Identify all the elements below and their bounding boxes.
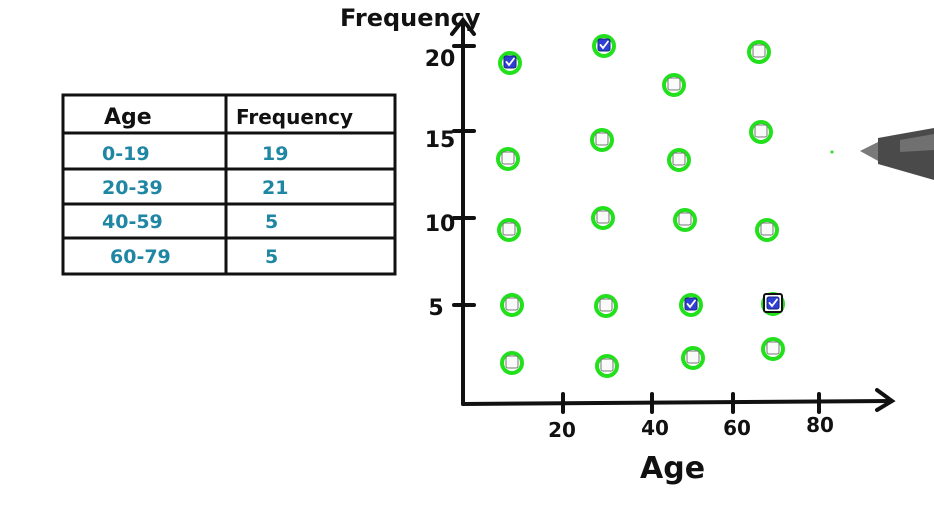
checkbox-icon bbox=[667, 77, 681, 91]
checkbox-icon bbox=[686, 350, 700, 364]
answer-checkbox[interactable] bbox=[667, 148, 691, 172]
answer-checkbox[interactable] bbox=[761, 337, 785, 361]
table-cell: 5 bbox=[265, 246, 278, 268]
answer-checkbox[interactable] bbox=[500, 351, 524, 375]
table-header-frequency: Frequency bbox=[236, 105, 353, 129]
answer-checkbox[interactable] bbox=[755, 218, 779, 242]
checkbox-icon bbox=[760, 222, 774, 236]
checkbox-icon bbox=[678, 212, 692, 226]
checkbox-icon bbox=[502, 222, 516, 236]
check-mark-icon bbox=[686, 299, 696, 309]
checkbox-icon bbox=[672, 152, 686, 166]
checkbox-icon bbox=[600, 358, 614, 372]
y-axis-title: Frequency bbox=[340, 4, 481, 32]
check-mark-icon bbox=[768, 298, 778, 308]
answer-checkbox[interactable] bbox=[662, 73, 686, 97]
plot-axes bbox=[450, 16, 896, 414]
checkbox-icon bbox=[752, 44, 766, 58]
answer-checkbox[interactable] bbox=[761, 292, 785, 316]
pen-icon bbox=[830, 128, 934, 180]
checkbox-icon bbox=[505, 297, 519, 311]
table-cell: 5 bbox=[265, 211, 278, 233]
y-tick-label: 15 bbox=[425, 128, 456, 153]
answer-checkbox[interactable] bbox=[594, 294, 618, 318]
checkbox-icon bbox=[599, 298, 613, 312]
x-tick-label: 80 bbox=[806, 413, 834, 437]
checkbox-icon bbox=[754, 124, 768, 138]
checkbox-icon bbox=[766, 341, 780, 355]
table-cell: 60-79 bbox=[110, 246, 171, 268]
checkbox-icon bbox=[501, 151, 515, 165]
check-mark-icon bbox=[505, 57, 515, 67]
y-tick-label: 20 bbox=[425, 47, 456, 72]
x-tick-label: 40 bbox=[641, 416, 669, 440]
answer-checkbox[interactable] bbox=[681, 346, 705, 370]
check-mark-icon bbox=[599, 40, 609, 50]
checkbox-icon bbox=[596, 210, 610, 224]
x-tick-label: 60 bbox=[723, 416, 751, 440]
answer-options bbox=[496, 34, 785, 378]
answer-checkbox[interactable] bbox=[592, 34, 616, 58]
frequency-table bbox=[61, 93, 397, 276]
answer-checkbox[interactable] bbox=[498, 51, 522, 75]
table-header-age: Age bbox=[104, 105, 152, 130]
y-tick-label: 10 bbox=[425, 212, 456, 237]
table-cell: 20-39 bbox=[102, 177, 163, 199]
table-cell: 19 bbox=[262, 143, 288, 165]
answer-checkbox[interactable] bbox=[496, 147, 520, 171]
answer-checkbox[interactable] bbox=[590, 128, 614, 152]
answer-checkbox[interactable] bbox=[679, 293, 703, 317]
x-axis-title: Age bbox=[640, 451, 705, 486]
table-cell: 40-59 bbox=[102, 211, 163, 233]
table-cell: 0-19 bbox=[102, 143, 150, 165]
y-tick-label: 5 bbox=[428, 296, 443, 321]
x-tick-label: 20 bbox=[548, 418, 576, 442]
answer-checkbox[interactable] bbox=[595, 354, 619, 378]
answer-checkbox[interactable] bbox=[497, 218, 521, 242]
table-cell: 21 bbox=[262, 177, 288, 199]
checkbox-icon bbox=[595, 132, 609, 146]
answer-checkbox[interactable] bbox=[500, 293, 524, 317]
answer-checkbox[interactable] bbox=[749, 120, 773, 144]
checkbox-icon bbox=[505, 355, 519, 369]
answer-checkbox[interactable] bbox=[591, 206, 615, 230]
answer-checkbox[interactable] bbox=[747, 40, 771, 64]
answer-checkbox[interactable] bbox=[673, 208, 697, 232]
